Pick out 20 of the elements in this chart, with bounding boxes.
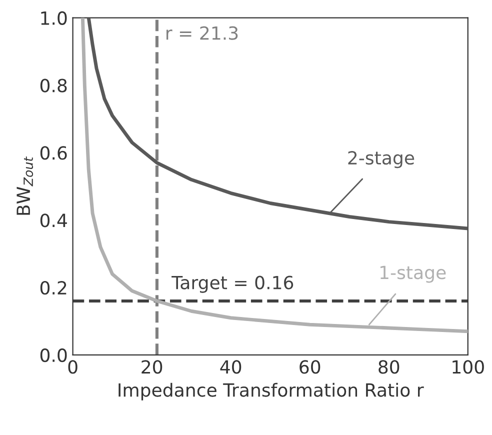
y-tick-label: 0.6: [40, 146, 67, 160]
x-tick-label: 100: [452, 360, 484, 374]
x-tick-label: 80: [378, 360, 400, 374]
x-tick-label: 40: [220, 360, 242, 374]
line-series: [86, 18, 468, 230]
text: 2-stage: [348, 151, 414, 168]
y-axis-title: BW$_{Zout}$: [16, 156, 34, 215]
y-tick-label: 0.0: [40, 348, 67, 362]
x-axis-title: Impedance Transformation Ratio r: [118, 382, 424, 400]
x-tick-label: 20: [142, 360, 162, 374]
y-tick-label: 0.4: [40, 214, 67, 228]
y-tick-label: 1.0: [41, 11, 67, 25]
x-tick-label: 60: [300, 360, 320, 374]
y-tick-label: 0.2: [40, 280, 66, 295]
text: 1-stage: [380, 266, 446, 283]
ref-line-label: r = 21.3: [166, 26, 238, 40]
x-tick-label: 0: [68, 360, 78, 374]
ref-line-label: Target = 0.16: [172, 276, 294, 293]
line-series: [80, 18, 468, 334]
y-tick-label: 0.8: [40, 78, 67, 92]
